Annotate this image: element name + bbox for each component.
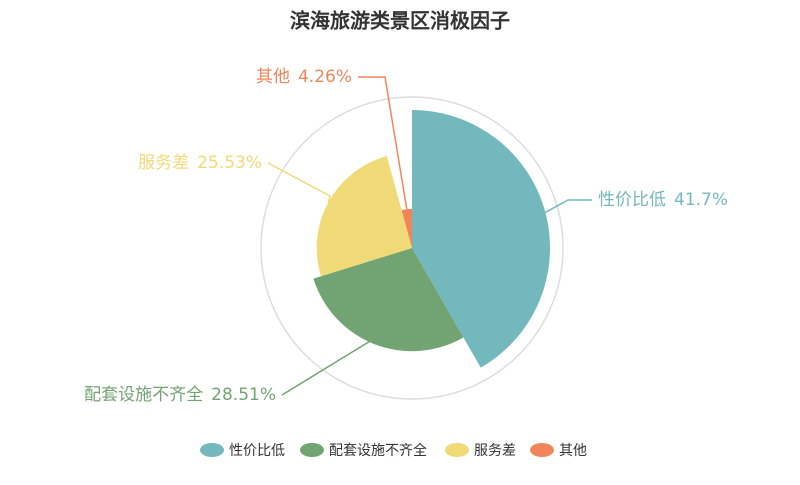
legend-label: 性价比低	[229, 443, 285, 459]
legend-swatch	[300, 443, 324, 457]
slice-value: 4.26%	[298, 67, 352, 87]
legend-swatch	[530, 443, 554, 457]
legend-label: 服务差	[474, 443, 516, 459]
slice-label: 性价比低 41.7%	[598, 190, 728, 210]
leader-line	[544, 199, 592, 214]
slice-value: 41.7%	[674, 190, 728, 210]
slice-value: 28.51%	[211, 385, 276, 405]
slice-label: 其他 4.26%	[256, 67, 352, 87]
slice-name: 其他	[256, 67, 290, 87]
leader-line	[358, 76, 408, 210]
slice-value: 25.53%	[197, 153, 262, 173]
slice-name: 配套设施不齐全	[84, 385, 203, 405]
outer-ring	[260, 96, 564, 400]
slice-name: 性价比低	[598, 190, 666, 210]
rose-slice	[316, 156, 412, 277]
rose-slice	[401, 208, 412, 248]
rose-slice	[313, 248, 464, 352]
slice-name: 服务差	[138, 153, 189, 173]
rose-slice	[412, 110, 550, 368]
legend-label: 配套设施不齐全	[329, 442, 427, 459]
legend-swatch	[445, 443, 469, 457]
legend-swatch	[200, 443, 224, 457]
slice-label: 配套设施不齐全 28.51%	[84, 385, 276, 405]
leader-line	[267, 162, 331, 203]
slice-label: 服务差 25.53%	[138, 153, 262, 173]
chart-title: 滨海旅游类景区消极因子	[290, 9, 510, 33]
leader-line	[281, 334, 381, 396]
legend-label: 其他	[559, 443, 587, 459]
